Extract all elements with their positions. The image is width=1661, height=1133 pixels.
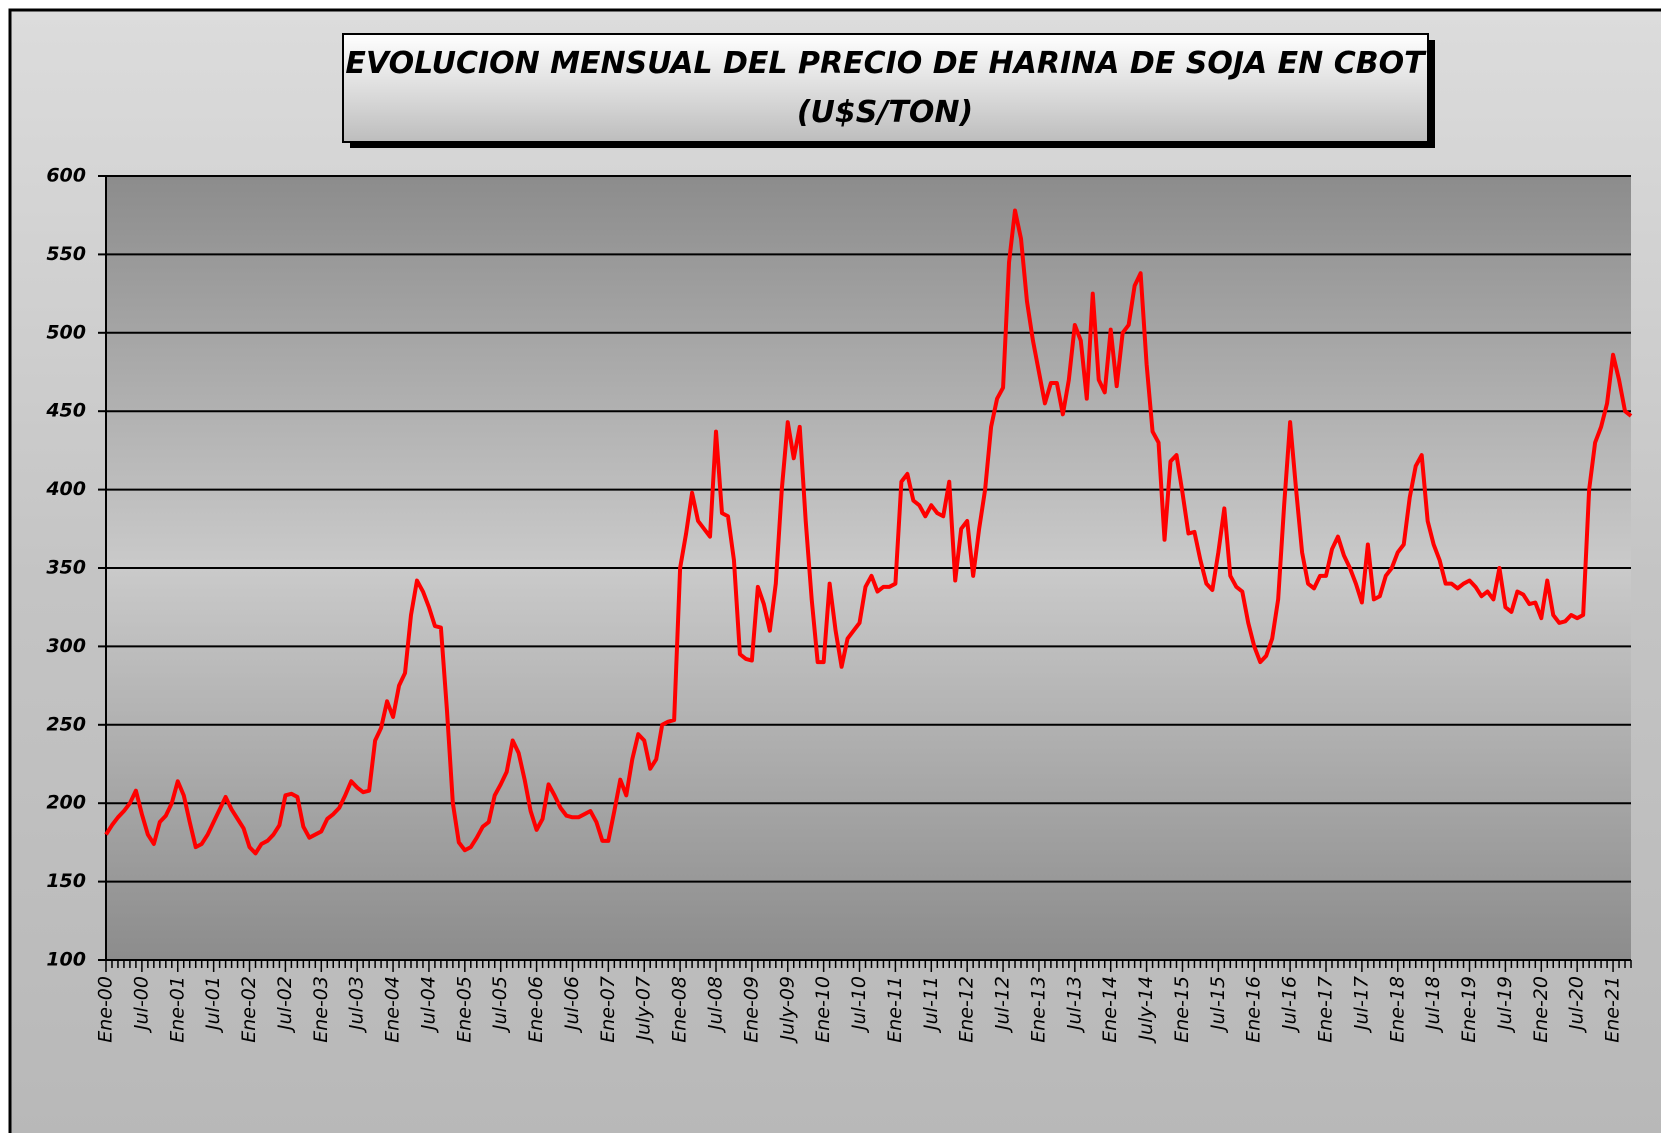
x-tick-label: July-14 bbox=[1135, 976, 1157, 1045]
y-tick-label: 100 bbox=[46, 949, 86, 971]
data-line bbox=[104, 208, 1633, 856]
x-tick-label: Ene-11 bbox=[884, 976, 906, 1043]
chart-title: EVOLUCION MENSUAL DEL PRECIO DE HARINA D… bbox=[345, 46, 1427, 81]
x-tick-label: Ene-16 bbox=[1243, 976, 1265, 1043]
x-tick-label: Jul-05 bbox=[489, 976, 511, 1034]
x-tick-label: Jul-01 bbox=[202, 976, 224, 1034]
y-tick-label: 400 bbox=[45, 478, 86, 500]
y-tick-label: 600 bbox=[46, 165, 86, 187]
x-tick-label: Ene-05 bbox=[453, 976, 475, 1043]
x-tick-label: July-09 bbox=[776, 976, 798, 1045]
y-tick-label: 300 bbox=[46, 635, 86, 657]
x-tick-label: Ene-18 bbox=[1386, 976, 1408, 1043]
x-tick-label: Ene-13 bbox=[1027, 976, 1049, 1043]
x-tick-label: Ene-02 bbox=[238, 976, 260, 1043]
x-tick-label: Jul-10 bbox=[848, 976, 870, 1034]
x-tick-label: Jul-00 bbox=[130, 976, 152, 1034]
x-tick-label: Jul-13 bbox=[1063, 976, 1085, 1034]
x-tick-label: Jul-15 bbox=[1207, 976, 1229, 1034]
title-box bbox=[342, 33, 1429, 143]
x-tick-label: Ene-15 bbox=[1171, 976, 1193, 1043]
x-tick-label: Ene-21 bbox=[1602, 976, 1624, 1043]
x-tick-label: July-07 bbox=[633, 976, 655, 1045]
x-tick-label: Jul-20 bbox=[1566, 976, 1588, 1034]
x-tick-label: Jul-17 bbox=[1350, 976, 1372, 1034]
x-tick-label: Ene-12 bbox=[956, 976, 978, 1043]
x-tick-label: Ene-17 bbox=[1315, 976, 1337, 1043]
x-tick-label: Jul-11 bbox=[920, 976, 942, 1034]
y-tick-label: 350 bbox=[46, 557, 86, 579]
y-tick-label: 500 bbox=[46, 321, 86, 343]
x-tick-label: Ene-06 bbox=[525, 976, 547, 1043]
x-tick-label: Ene-03 bbox=[310, 976, 332, 1043]
y-tick-label: 450 bbox=[45, 400, 86, 422]
y-tick-label: 550 bbox=[46, 243, 86, 265]
x-tick-label: Jul-02 bbox=[274, 976, 296, 1034]
y-tick-label: 150 bbox=[46, 870, 86, 892]
x-tick-label: Jul-18 bbox=[1422, 976, 1444, 1034]
x-tick-label: Ene-10 bbox=[812, 976, 834, 1043]
x-tick-label: Jul-08 bbox=[705, 976, 727, 1034]
y-tick-label: 250 bbox=[46, 713, 86, 735]
x-tick-label: Ene-00 bbox=[95, 976, 117, 1043]
x-tick-label: Ene-14 bbox=[1099, 976, 1121, 1043]
chart-subtitle: (U$S/TON) bbox=[797, 95, 973, 130]
x-tick-label: Jul-19 bbox=[1494, 976, 1516, 1034]
x-tick-label: Ene-20 bbox=[1530, 976, 1552, 1043]
x-tick-label: Ene-01 bbox=[166, 976, 188, 1043]
x-tick-label: Ene-04 bbox=[382, 976, 404, 1043]
x-tick-label: Ene-09 bbox=[740, 976, 762, 1043]
x-tick-label: Jul-03 bbox=[346, 976, 368, 1034]
x-tick-label: Ene-19 bbox=[1458, 976, 1480, 1043]
x-tick-label: Jul-16 bbox=[1279, 976, 1301, 1034]
y-tick-label: 200 bbox=[46, 792, 86, 814]
x-tick-label: Jul-04 bbox=[417, 976, 439, 1034]
x-tick-label: Ene-08 bbox=[669, 976, 691, 1043]
x-tick-label: Jul-12 bbox=[992, 976, 1014, 1034]
x-tick-label: Ene-07 bbox=[597, 976, 619, 1043]
x-tick-label: Jul-06 bbox=[561, 976, 583, 1034]
